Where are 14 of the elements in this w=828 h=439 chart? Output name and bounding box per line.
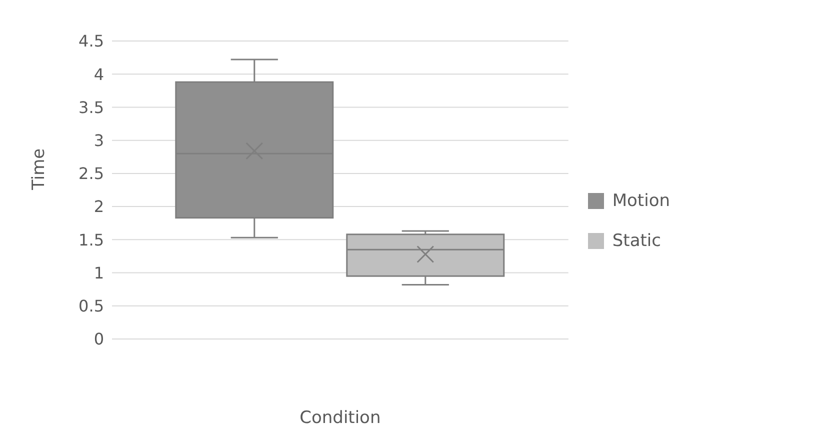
y-axis-title: Time xyxy=(29,148,50,191)
y-tick-label: 4.5 xyxy=(78,32,104,51)
y-tick-label: 2.5 xyxy=(78,164,104,184)
y-tick-label: 3.5 xyxy=(78,98,104,117)
y-tick-label: 3 xyxy=(94,131,104,150)
y-tick-label: 2 xyxy=(94,197,104,216)
legend-label: Static xyxy=(612,230,661,250)
legend-label: Motion xyxy=(612,190,670,210)
y-tick-label: 1 xyxy=(94,263,104,282)
y-tick-label: 4 xyxy=(94,64,104,84)
y-tick-label: 0.5 xyxy=(78,296,104,316)
y-tick-label: 1.5 xyxy=(78,230,104,250)
y-tick-label: 0 xyxy=(94,330,104,349)
x-axis-title: Condition xyxy=(300,408,381,428)
